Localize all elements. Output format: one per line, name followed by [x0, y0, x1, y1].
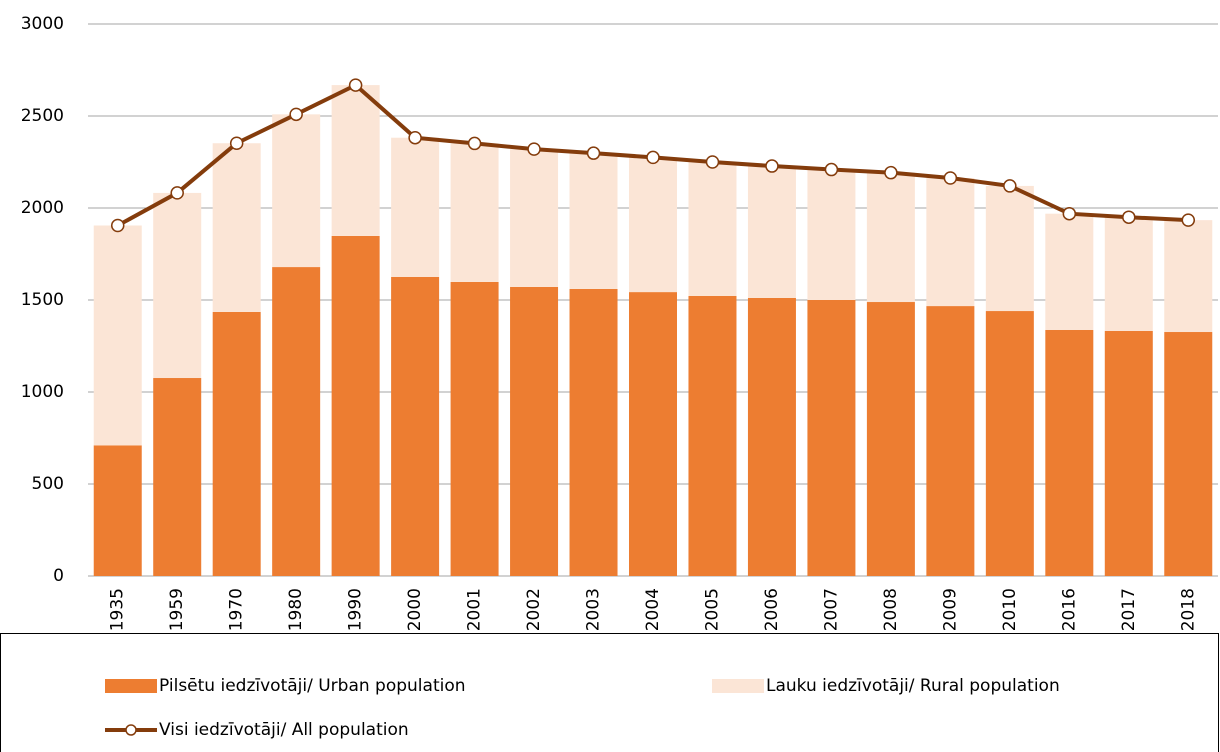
x-tick-label: 1990: [346, 588, 366, 631]
bar: [272, 114, 321, 268]
x-tick-label: 2016: [1059, 588, 1079, 631]
bar: [272, 267, 321, 576]
marker: [765, 159, 779, 173]
legend-label: Lauku iedzīvotāji/ Rural population: [766, 676, 1060, 696]
y-tick-label: 1000: [21, 382, 64, 402]
x-tick-label: 2003: [584, 588, 604, 631]
bar: [212, 311, 261, 576]
bar: [569, 153, 618, 289]
bar: [569, 288, 618, 576]
bar: [450, 281, 499, 576]
bar: [450, 143, 499, 282]
marker: [110, 218, 125, 233]
bar: [1164, 332, 1213, 576]
x-tick-label: 2005: [702, 588, 722, 631]
x-tick-label: 2009: [940, 588, 960, 631]
bar: [688, 295, 737, 576]
bar: [747, 297, 796, 576]
x-tick-label: 2017: [1119, 588, 1139, 631]
bar: [926, 306, 975, 576]
marker: [1062, 206, 1077, 221]
bar: [688, 162, 737, 296]
bar: [1104, 217, 1153, 331]
x-tick-label: 2018: [1178, 588, 1198, 631]
marker: [408, 130, 422, 145]
bar: [331, 85, 380, 236]
y-tick-label: 500: [32, 474, 64, 494]
x-tick-label: 2000: [405, 588, 425, 631]
bar: [985, 185, 1034, 312]
legend-swatch: [105, 679, 157, 693]
marker: [229, 136, 244, 150]
legend-label: Visi iedzīvotāji/ All population: [159, 720, 409, 740]
marker: [527, 142, 541, 156]
bar: [807, 169, 856, 300]
bar: [629, 292, 677, 576]
legend-swatch: [712, 679, 764, 693]
legend-marker: [125, 724, 137, 736]
bar: [1045, 329, 1094, 576]
x-tick-label: 2001: [465, 588, 485, 631]
bar: [926, 178, 975, 307]
y-tick-label: 3000: [21, 14, 64, 34]
bar: [153, 378, 202, 576]
bar: [510, 286, 559, 576]
bar: [391, 137, 440, 277]
legend-label: Pilsētu iedzīvotāji/ Urban population: [159, 676, 466, 696]
bar: [153, 192, 202, 379]
x-tick-label: 1959: [167, 588, 187, 631]
marker: [884, 165, 898, 180]
x-tick-label: 2002: [524, 588, 544, 631]
x-tick-label: 2008: [881, 588, 901, 631]
bar: [1164, 220, 1213, 333]
marker: [1181, 213, 1196, 227]
bar: [93, 445, 142, 576]
x-tick-label: 2004: [643, 588, 663, 631]
marker: [1122, 210, 1136, 224]
bar: [985, 311, 1034, 576]
bar: [1045, 213, 1094, 330]
x-tick-label: 1980: [286, 588, 306, 631]
bar: [391, 277, 440, 576]
bar: [866, 172, 915, 303]
bar: [629, 157, 677, 293]
x-tick-label: 1935: [108, 588, 128, 631]
x-tick-label: 2007: [821, 588, 841, 631]
y-tick-label: 2000: [21, 198, 64, 218]
bar: [331, 235, 380, 576]
marker: [170, 186, 184, 200]
marker: [824, 162, 839, 177]
x-tick-label: 2010: [1000, 588, 1020, 631]
x-tick-label: 2006: [762, 588, 782, 631]
marker: [586, 146, 601, 160]
bar: [510, 149, 559, 287]
marker: [348, 78, 363, 92]
bar: [1104, 330, 1153, 576]
marker: [1003, 179, 1017, 193]
y-tick-label: 2500: [21, 106, 64, 126]
bar: [866, 302, 915, 576]
x-tick-label: 1970: [227, 588, 247, 631]
bar: [212, 143, 261, 312]
bar: [747, 166, 796, 298]
marker: [289, 107, 303, 122]
y-tick-label: 1500: [21, 290, 64, 310]
y-tick-label: 0: [53, 566, 64, 586]
bar: [807, 300, 856, 576]
marker: [467, 136, 482, 151]
bar: [93, 225, 142, 446]
marker: [705, 155, 720, 169]
marker: [646, 150, 660, 165]
legend-box: [0, 633, 1219, 752]
marker: [943, 171, 958, 185]
